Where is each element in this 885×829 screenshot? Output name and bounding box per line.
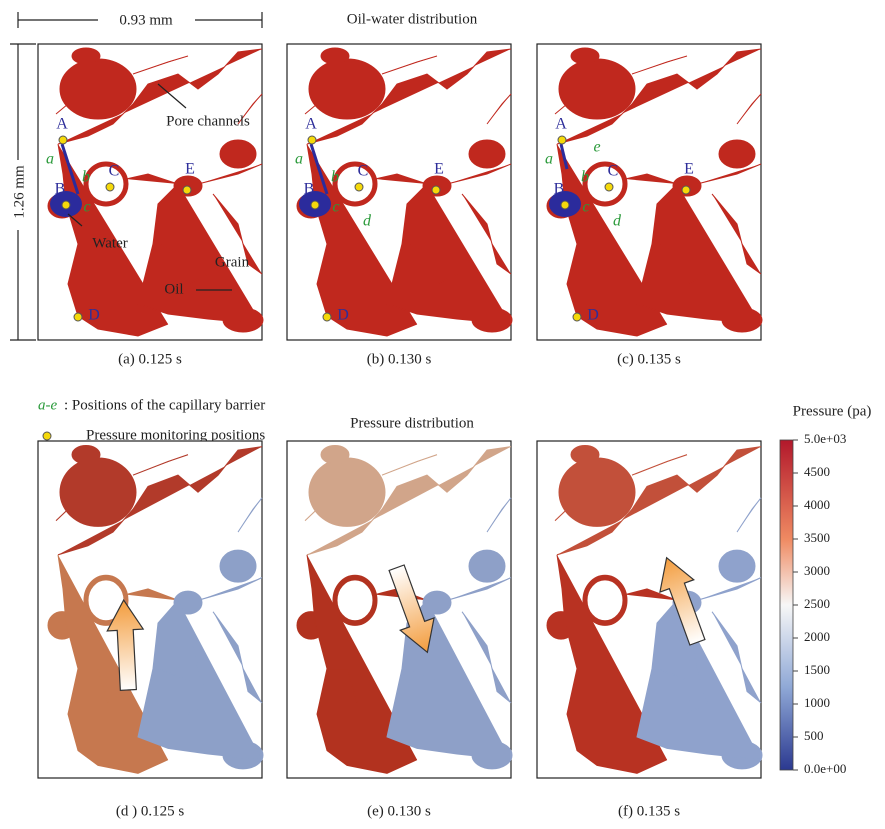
barrier-label: a <box>46 151 54 168</box>
pressure-title: Pressure distribution <box>350 415 474 431</box>
barrier-label: b <box>331 169 339 186</box>
point-label: B <box>304 181 315 198</box>
monitor-point <box>307 135 317 145</box>
barrier-label: c <box>332 199 339 216</box>
caption: (c) 0.135 s <box>617 351 681 367</box>
water-channel <box>559 143 569 170</box>
point-label: C <box>358 163 369 180</box>
monitor-point <box>61 200 71 210</box>
point-label: B <box>554 181 565 198</box>
barrier-label: d <box>363 213 372 230</box>
scale-bars <box>10 12 263 341</box>
point-label: D <box>587 307 599 324</box>
colorbar-tick-label: 1000 <box>804 695 830 710</box>
colorbar-tick-label: 3500 <box>804 530 830 545</box>
barrier-label: e <box>593 139 600 156</box>
point-label: A <box>555 116 567 133</box>
annotation: Grain <box>215 254 250 270</box>
point-label: E <box>185 161 195 178</box>
colorbar-title: Pressure (pa) <box>793 403 872 419</box>
colorbar-tick-label: 2500 <box>804 596 830 611</box>
point-label: D <box>88 307 100 324</box>
flow-arrow <box>388 564 435 654</box>
barrier-range: a-e <box>38 397 57 413</box>
monitor-point <box>604 182 614 192</box>
title: Oil-water distribution <box>347 11 478 27</box>
colorbar-tick-label: 4500 <box>804 464 830 479</box>
monitor-point <box>182 185 192 195</box>
point-label: D <box>337 307 349 324</box>
scale-height: 1.26 mm <box>11 165 27 219</box>
colorbar-tick-label: 500 <box>804 728 824 743</box>
annotation: Pore channels <box>166 113 250 129</box>
water-channel <box>60 143 80 195</box>
monitor-point <box>310 200 320 210</box>
barrier-text: : Positions of the capillary barrier <box>64 397 265 413</box>
monitor-point <box>557 135 567 145</box>
monitor-point <box>73 312 83 322</box>
barrier-label: d <box>613 213 622 230</box>
barrier-label: c <box>582 199 589 216</box>
annotation: Oil <box>164 281 183 297</box>
caption: (f) 0.135 s <box>618 803 680 819</box>
annotation-arrow <box>67 213 83 227</box>
barrier-label: b <box>581 169 589 186</box>
colorbar-tick-label: 2000 <box>804 629 830 644</box>
colorbar <box>779 439 794 771</box>
caption: (e) 0.130 s <box>367 803 431 819</box>
monitor-point <box>105 182 115 192</box>
water-channel <box>309 143 329 195</box>
colorbar-tick-label: 3000 <box>804 563 830 578</box>
panel: A B C D Ea bc d <box>286 43 513 341</box>
legend: a-e : Positions of the capillary barrier… <box>38 397 265 443</box>
barrier-label: b <box>82 169 90 186</box>
annotation-arrow <box>157 83 187 109</box>
flow-arrow <box>659 556 706 646</box>
monitor-point <box>354 182 364 192</box>
monitor-point <box>322 312 332 322</box>
pressure-panel <box>286 440 513 779</box>
point-label: C <box>608 163 619 180</box>
panel: A B C D Ea bc d e <box>536 43 763 341</box>
panel: A B C D Ea bc Pore channels Water Grain Oil <box>37 43 264 341</box>
point-label: C <box>109 163 120 180</box>
monitor-point <box>681 185 691 195</box>
monitor-text: Pressure monitoring positions <box>86 427 265 443</box>
caption: (a) 0.125 s <box>118 351 182 367</box>
monitor-point <box>560 200 570 210</box>
pressure-panel <box>536 440 763 779</box>
barrier-label: c <box>83 199 90 216</box>
annotation: Water <box>92 235 127 251</box>
pressure-panel <box>37 440 264 779</box>
colorbar-tick-label: 5.0e+03 <box>804 431 846 446</box>
flow-arrow <box>106 598 145 691</box>
point-label: B <box>55 181 66 198</box>
caption: (b) 0.130 s <box>367 351 432 367</box>
barrier-label: a <box>545 151 553 168</box>
point-label: A <box>305 116 317 133</box>
scale-width: 0.93 mm <box>119 12 173 28</box>
point-label: A <box>56 116 68 133</box>
point-label: E <box>434 161 444 178</box>
monitor-point <box>431 185 441 195</box>
point-label: E <box>684 161 694 178</box>
caption: (d ) 0.125 s <box>116 803 184 819</box>
monitor-point <box>58 135 68 145</box>
monitor-point <box>572 312 582 322</box>
colorbar-tick-label: 1500 <box>804 662 830 677</box>
colorbar-tick-label: 4000 <box>804 497 830 512</box>
barrier-label: a <box>295 151 303 168</box>
colorbar-tick-label: 0.0e+00 <box>804 761 846 776</box>
